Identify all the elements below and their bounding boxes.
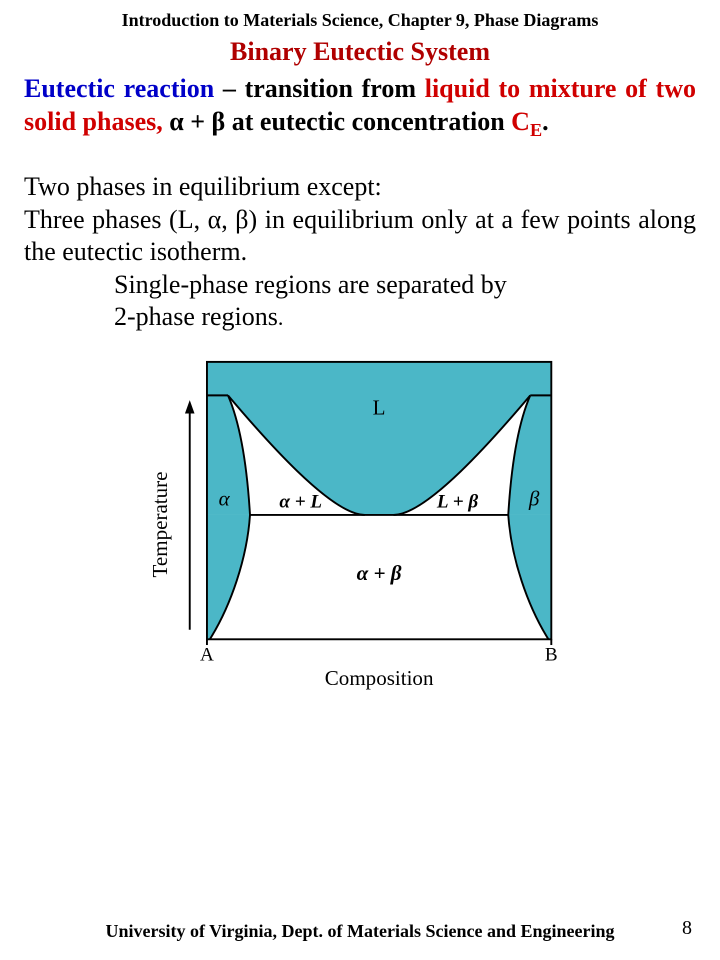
region-label-beta: β — [528, 486, 540, 510]
p2-line2: Three phases (L, α, β) in equilibrium on… — [24, 204, 696, 269]
ce-symbol: CE — [511, 107, 542, 136]
region-label-L-beta: L + β — [436, 491, 478, 512]
dash-text: – transition from — [214, 74, 425, 103]
p2-line3b: 2-phase regions. — [24, 301, 696, 334]
page-number: 8 — [682, 917, 692, 940]
phases-text: α + β — [163, 107, 232, 136]
y-axis-label: Temperature — [148, 471, 172, 577]
chapter-header: Introduction to Materials Science, Chapt… — [0, 0, 720, 31]
axis-label-A: A — [200, 644, 214, 665]
period: . — [542, 107, 549, 136]
region-label-alpha: α — [219, 486, 231, 510]
footer: University of Virginia, Dept. of Materia… — [0, 921, 720, 942]
lead-term: Eutectic reaction — [24, 74, 214, 103]
at-text: at eutectic concentration — [232, 107, 511, 136]
paragraph-2: Two phases in equilibrium except: Three … — [0, 165, 720, 334]
phase-diagram: L α β α + L L + β α + β A B Composition … — [0, 352, 720, 702]
axis-label-B: B — [545, 644, 558, 665]
region-label-alpha-beta: α + β — [357, 561, 402, 585]
region-label-alpha-L: α + L — [279, 491, 322, 512]
x-axis-label: Composition — [325, 666, 434, 690]
page-title: Binary Eutectic System — [0, 37, 720, 67]
paragraph-1: Eutectic reaction – transition from liqu… — [0, 67, 720, 141]
region-label-liquid: L — [373, 395, 386, 419]
p2-line1: Two phases in equilibrium except: — [24, 172, 382, 201]
p2-line3a: Single-phase regions are separated by — [24, 269, 696, 302]
